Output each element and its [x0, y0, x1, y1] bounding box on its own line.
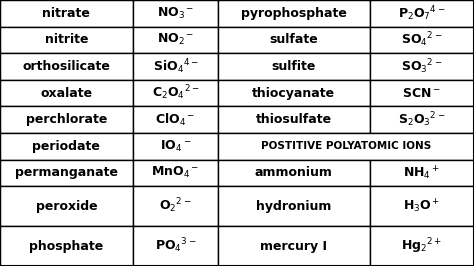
Text: sulfate: sulfate: [270, 34, 318, 46]
Text: S$_2$O$_3$$^{2-}$: S$_2$O$_3$$^{2-}$: [398, 110, 446, 129]
Text: oxalate: oxalate: [40, 87, 92, 99]
Text: thiosulfate: thiosulfate: [256, 113, 332, 126]
Text: PO$_4$$^{3-}$: PO$_4$$^{3-}$: [155, 237, 196, 255]
Text: orthosilicate: orthosilicate: [22, 60, 110, 73]
Text: POSTITIVE POLYATOMIC IONS: POSTITIVE POLYATOMIC IONS: [261, 141, 431, 151]
Text: nitrate: nitrate: [42, 7, 91, 20]
Text: SO$_3$$^{2-}$: SO$_3$$^{2-}$: [401, 57, 443, 76]
Text: sulfite: sulfite: [272, 60, 316, 73]
Bar: [133, 186, 218, 226]
Text: perchlorate: perchlorate: [26, 113, 107, 126]
Text: hydronium: hydronium: [256, 200, 332, 213]
Bar: [0, 27, 133, 53]
Text: phosphate: phosphate: [29, 240, 103, 252]
Bar: [133, 106, 218, 133]
Text: C$_2$O$_4$$^{2-}$: C$_2$O$_4$$^{2-}$: [152, 84, 199, 102]
Text: Hg$_2$$^{2+}$: Hg$_2$$^{2+}$: [401, 236, 442, 256]
Bar: [370, 0, 474, 27]
Bar: [218, 53, 370, 80]
Text: ClO$_4$$^-$: ClO$_4$$^-$: [155, 112, 196, 128]
Bar: [0, 80, 133, 106]
Bar: [133, 160, 218, 186]
Text: mercury I: mercury I: [260, 240, 328, 252]
Text: SO$_4$$^{2-}$: SO$_4$$^{2-}$: [401, 31, 443, 49]
Bar: [370, 80, 474, 106]
Bar: [218, 80, 370, 106]
Text: MnO$_4$$^-$: MnO$_4$$^-$: [151, 165, 200, 180]
Bar: [370, 53, 474, 80]
Bar: [370, 226, 474, 266]
Text: permanganate: permanganate: [15, 167, 118, 179]
Text: P$_2$O$_7$$^{4-}$: P$_2$O$_7$$^{4-}$: [398, 4, 446, 23]
Bar: [133, 27, 218, 53]
Bar: [370, 106, 474, 133]
Text: pyrophosphate: pyrophosphate: [241, 7, 347, 20]
Text: nitrite: nitrite: [45, 34, 88, 46]
Bar: [370, 160, 474, 186]
Bar: [0, 133, 133, 160]
Text: NO$_3$$^-$: NO$_3$$^-$: [157, 6, 194, 21]
Bar: [218, 0, 370, 27]
Text: H$_3$O$^+$: H$_3$O$^+$: [403, 197, 440, 215]
Bar: [133, 226, 218, 266]
Text: thiocyanate: thiocyanate: [252, 87, 336, 99]
Bar: [218, 106, 370, 133]
Text: O$_2$$^{2-}$: O$_2$$^{2-}$: [159, 197, 191, 215]
Text: periodate: periodate: [32, 140, 100, 153]
Text: SiO$_4$$^{4-}$: SiO$_4$$^{4-}$: [153, 57, 198, 76]
Bar: [133, 133, 218, 160]
Bar: [133, 0, 218, 27]
Bar: [133, 80, 218, 106]
Bar: [0, 160, 133, 186]
Text: IO$_4$$^-$: IO$_4$$^-$: [160, 139, 191, 154]
Bar: [0, 53, 133, 80]
Bar: [133, 53, 218, 80]
Bar: [218, 133, 474, 160]
Bar: [218, 226, 370, 266]
Bar: [0, 106, 133, 133]
Bar: [0, 0, 133, 27]
Bar: [370, 27, 474, 53]
Text: NO$_2$$^-$: NO$_2$$^-$: [157, 32, 194, 47]
Bar: [218, 27, 370, 53]
Text: NH$_4$$^+$: NH$_4$$^+$: [403, 164, 440, 182]
Bar: [218, 186, 370, 226]
Bar: [218, 160, 370, 186]
Bar: [370, 186, 474, 226]
Bar: [0, 186, 133, 226]
Text: SCN$^-$: SCN$^-$: [402, 87, 441, 99]
Bar: [0, 226, 133, 266]
Text: peroxide: peroxide: [36, 200, 97, 213]
Text: ammonium: ammonium: [255, 167, 333, 179]
